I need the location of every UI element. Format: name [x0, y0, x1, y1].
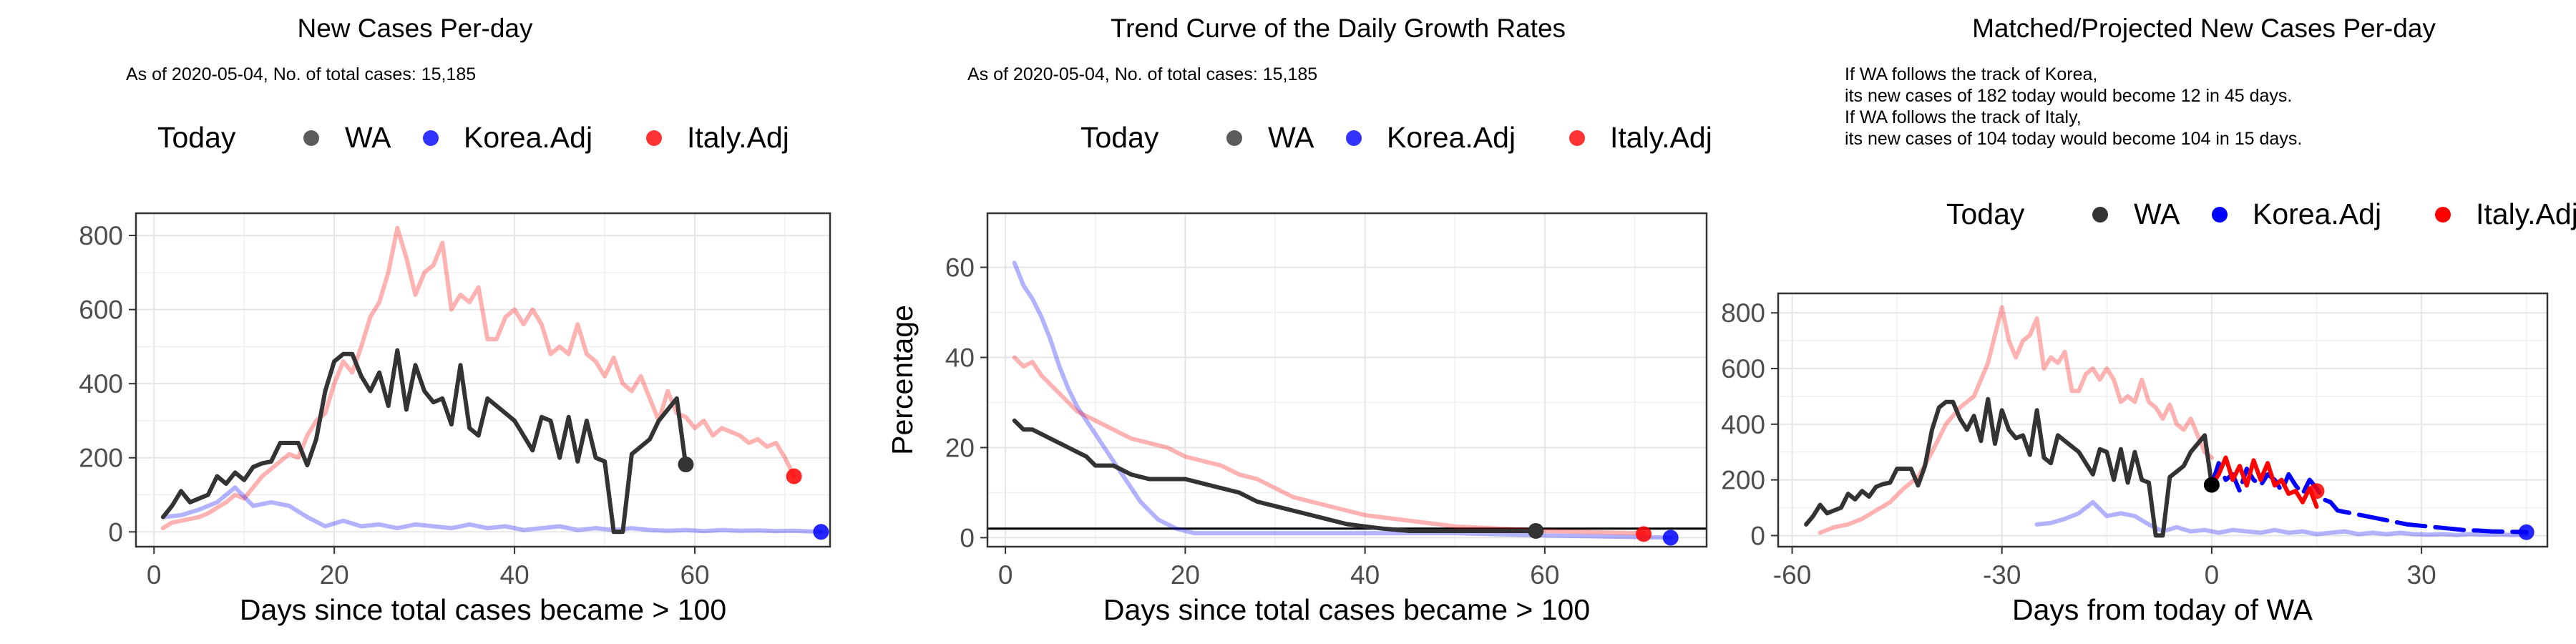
plot-border — [986, 212, 1708, 548]
x-axis-label: Days from today of WA — [2012, 593, 2313, 626]
legend-label-1: WA — [345, 121, 391, 154]
y-tick-label: 800 — [1721, 298, 1765, 328]
chart-title: Matched/Projected New Cases Per-day — [1972, 14, 2436, 43]
series-line-korea — [160, 485, 824, 535]
chart-subtitle: its new cases of 182 today would become … — [1845, 86, 2292, 106]
y-tick-label: 20 — [945, 433, 975, 462]
y-tick-label: 400 — [1721, 410, 1765, 439]
legend-key-3 — [2435, 207, 2451, 223]
x-axis-label: Days since total cases became > 100 — [240, 593, 726, 626]
today-point-wa — [2203, 477, 2220, 493]
chart-panel-2: Trend Curve of the Daily Growth Rates As … — [886, 14, 1712, 626]
legend-label-2: Korea.Adj — [464, 121, 592, 154]
x-axis-label: Days since total cases became > 100 — [1103, 593, 1590, 626]
chart-subtitle: If WA follows the track of Korea, — [1845, 64, 2097, 84]
today-point-wa — [678, 457, 694, 473]
series-line-korea — [2034, 499, 2529, 537]
today-point-italy — [2308, 483, 2325, 499]
plot-area — [136, 213, 830, 547]
legend-label-3: Italy.Adj — [2476, 197, 2576, 230]
y-axis-label: Percentage — [886, 305, 919, 455]
legend-label-0: Today — [157, 121, 236, 154]
x-tick-label: 0 — [998, 560, 1013, 590]
legend-key-3 — [646, 130, 662, 146]
plot-area — [1778, 293, 2547, 547]
x-tick-label: -60 — [1773, 560, 1811, 590]
chart-subtitle: As of 2020-05-04, No. of total cases: 15… — [967, 64, 1317, 84]
chart-subtitle: its new cases of 104 today would become … — [1845, 129, 2302, 149]
x-tick-label: 0 — [147, 560, 162, 590]
chart-panel-1: New Cases Per-day As of 2020-05-04, No. o… — [79, 14, 831, 626]
today-point-italy — [1636, 526, 1652, 542]
y-tick-label: 200 — [79, 444, 123, 473]
legend-label-2: Korea.Adj — [2253, 197, 2381, 230]
legend-label-0: Today — [1946, 197, 2025, 230]
y-tick-label: 0 — [108, 517, 123, 547]
plot-border — [135, 212, 831, 548]
x-tick-label: 20 — [1171, 560, 1200, 590]
x-tick-label: -30 — [1983, 560, 2021, 590]
chart-panel-3: Matched/Projected New Cases Per-day If WA… — [1721, 14, 2576, 626]
y-tick-label: 60 — [945, 253, 975, 283]
x-tick-label: 40 — [500, 560, 530, 590]
legend-key-1 — [1226, 130, 1242, 146]
legend-key-2 — [1346, 130, 1362, 146]
y-tick-label: 200 — [1721, 466, 1765, 495]
series-line-wa — [1012, 418, 1538, 533]
legend-key-3 — [1569, 130, 1585, 146]
chart-subtitle: As of 2020-05-04, No. of total cases: 15… — [126, 64, 476, 84]
y-tick-label: 800 — [79, 221, 123, 250]
series-line-italy — [1012, 355, 1646, 536]
x-tick-label: 0 — [2205, 560, 2220, 590]
legend-label-3: Italy.Adj — [687, 121, 789, 154]
x-tick-label: 60 — [680, 560, 709, 590]
x-tick-label: 30 — [2407, 560, 2436, 590]
today-point-italy — [786, 468, 802, 484]
today-point-wa — [1528, 522, 1544, 539]
x-tick-label: 40 — [1350, 560, 1380, 590]
series-group — [1012, 260, 1673, 540]
series-line-wa — [1804, 396, 2214, 538]
chart-subtitle: If WA follows the track of Italy, — [1845, 107, 2082, 127]
x-tick-label: 60 — [1530, 560, 1559, 590]
legend-key-1 — [2092, 207, 2108, 223]
series-line-italy — [2209, 455, 2319, 509]
legend-label-2: Korea.Adj — [1387, 121, 1516, 154]
y-tick-label: 600 — [1721, 354, 1765, 384]
chart-title: Trend Curve of the Daily Growth Rates — [1111, 14, 1566, 43]
plot-border — [1777, 292, 2549, 548]
today-point-korea — [2518, 524, 2534, 540]
plot-area — [987, 213, 1707, 547]
legend-label-3: Italy.Adj — [1610, 121, 1712, 154]
legend-label-1: WA — [2134, 197, 2180, 230]
y-tick-label: 400 — [79, 369, 123, 399]
x-tick-label: 20 — [320, 560, 349, 590]
legend-key-2 — [2212, 207, 2228, 223]
today-point-korea — [813, 524, 829, 540]
series-group — [160, 225, 824, 535]
legend-key-2 — [423, 130, 439, 146]
today-point-korea — [1662, 530, 1679, 546]
series-line-italy — [160, 225, 796, 531]
legend-label-0: Today — [1080, 121, 1159, 154]
legend-key-1 — [303, 130, 319, 146]
series-line-wa — [160, 348, 688, 535]
y-tick-label: 600 — [79, 296, 123, 325]
chart-title: New Cases Per-day — [297, 14, 533, 43]
series-group — [1804, 305, 2529, 538]
legend-label-1: WA — [1268, 121, 1314, 154]
y-tick-label: 40 — [945, 343, 975, 373]
y-tick-label: 0 — [1750, 521, 1765, 550]
series-line-korea — [1012, 260, 1673, 540]
y-tick-label: 0 — [960, 523, 975, 552]
